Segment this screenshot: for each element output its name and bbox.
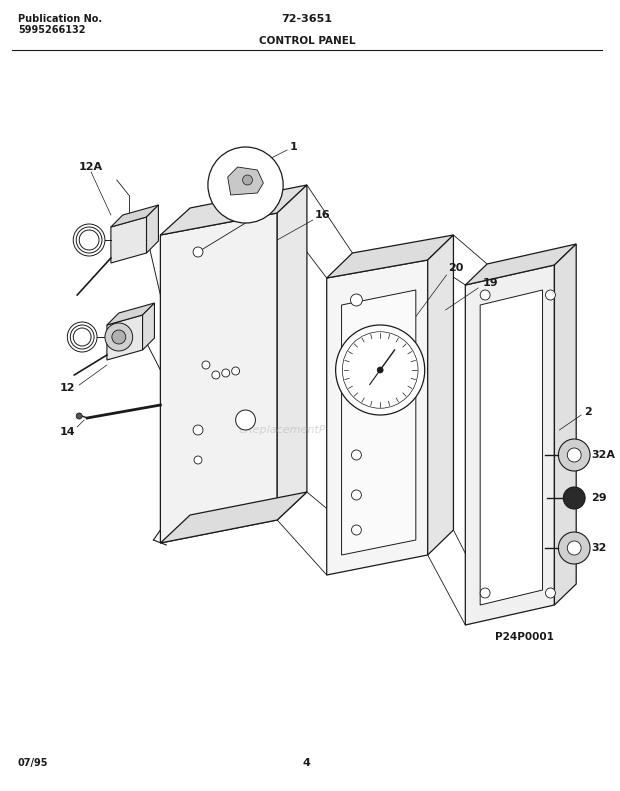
Circle shape [112,330,126,344]
Text: 20: 20 [448,263,464,273]
Circle shape [480,290,490,300]
Circle shape [194,456,202,464]
Circle shape [222,369,229,377]
Polygon shape [161,185,307,235]
Circle shape [76,413,82,419]
Text: 5995266132: 5995266132 [18,25,86,35]
Text: 19: 19 [483,278,498,288]
Polygon shape [146,205,158,253]
Text: Publication No.: Publication No. [18,14,102,24]
Circle shape [546,290,556,300]
Text: 72-3651: 72-3651 [281,14,332,24]
Polygon shape [161,213,277,543]
Text: eReplacementParts.com: eReplacementParts.com [239,425,375,435]
Circle shape [208,147,283,223]
Circle shape [546,588,556,598]
Circle shape [352,490,361,500]
Circle shape [559,439,590,471]
Circle shape [105,323,133,351]
Polygon shape [327,260,428,575]
Circle shape [480,588,490,598]
Circle shape [236,410,255,430]
Circle shape [232,367,239,375]
Circle shape [559,532,590,564]
Circle shape [350,294,362,306]
Polygon shape [143,303,154,350]
Circle shape [377,367,383,373]
Polygon shape [161,492,307,543]
Text: 32: 32 [591,543,606,553]
Circle shape [352,525,361,535]
Polygon shape [111,217,146,263]
Text: 2: 2 [584,407,592,417]
Polygon shape [480,290,542,605]
Text: 4: 4 [303,758,311,768]
Polygon shape [428,235,453,555]
Text: 32A: 32A [591,450,615,460]
Circle shape [202,361,210,369]
Text: CONTROL PANEL: CONTROL PANEL [259,36,355,46]
Text: P24P0001: P24P0001 [495,632,554,642]
Text: 12: 12 [60,383,75,393]
Polygon shape [228,167,264,195]
Polygon shape [466,244,576,285]
Circle shape [242,175,252,185]
Text: 16: 16 [315,210,330,220]
Polygon shape [342,290,416,555]
Text: 29: 29 [591,493,607,503]
Text: 07/95: 07/95 [18,758,48,768]
Text: 12A: 12A [79,162,103,172]
Circle shape [212,371,219,379]
Polygon shape [107,303,154,325]
Circle shape [567,541,581,555]
Circle shape [567,448,581,462]
Polygon shape [107,315,143,360]
Circle shape [342,331,418,408]
Circle shape [335,325,425,415]
Polygon shape [327,235,453,278]
Polygon shape [277,185,307,520]
Text: 14: 14 [60,427,75,437]
Circle shape [564,487,585,509]
Polygon shape [554,244,576,605]
Polygon shape [111,205,158,227]
Circle shape [193,247,203,257]
Circle shape [193,425,203,435]
Circle shape [352,450,361,460]
Polygon shape [466,265,554,625]
Text: 1: 1 [290,142,298,152]
